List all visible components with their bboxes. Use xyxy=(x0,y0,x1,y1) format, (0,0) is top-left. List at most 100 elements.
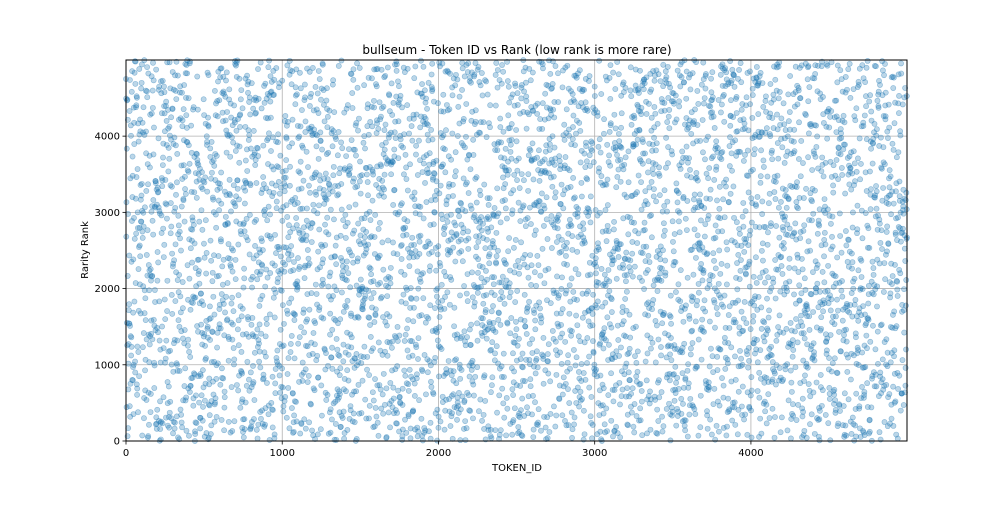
data-point xyxy=(521,89,526,94)
data-point xyxy=(463,419,468,424)
data-point xyxy=(612,112,617,117)
data-point xyxy=(890,141,895,146)
data-point xyxy=(421,216,426,221)
data-point xyxy=(212,163,217,168)
data-point xyxy=(530,141,535,146)
data-point xyxy=(203,356,208,361)
data-point xyxy=(377,280,382,285)
data-point xyxy=(267,312,272,317)
data-point xyxy=(555,226,560,231)
data-point xyxy=(288,341,293,346)
data-point xyxy=(167,156,172,161)
data-point xyxy=(356,315,361,320)
data-point xyxy=(454,381,459,386)
data-point xyxy=(412,393,417,398)
data-point xyxy=(284,415,289,420)
data-point xyxy=(860,286,865,291)
data-point xyxy=(411,305,416,310)
data-point xyxy=(295,285,300,290)
data-point xyxy=(898,408,903,413)
data-point xyxy=(784,289,789,294)
data-point xyxy=(194,195,199,200)
data-point xyxy=(336,192,341,197)
data-point xyxy=(851,149,856,154)
data-point xyxy=(278,254,283,259)
data-point xyxy=(400,402,405,407)
data-point xyxy=(365,193,370,198)
data-point xyxy=(712,125,717,130)
data-point xyxy=(339,140,344,145)
data-point xyxy=(182,327,187,332)
data-point xyxy=(608,96,613,101)
data-point xyxy=(564,262,569,267)
data-point xyxy=(893,189,898,194)
data-point xyxy=(828,332,833,337)
data-point xyxy=(385,353,390,358)
data-point xyxy=(151,197,156,202)
data-point xyxy=(605,202,610,207)
data-point xyxy=(241,435,246,440)
data-point xyxy=(296,341,301,346)
data-point xyxy=(712,177,717,182)
data-point xyxy=(552,115,557,120)
data-point xyxy=(179,412,184,417)
data-point xyxy=(267,437,272,442)
data-point xyxy=(226,241,231,246)
data-point xyxy=(702,205,707,210)
data-point xyxy=(347,171,352,176)
data-point xyxy=(399,105,404,110)
data-point xyxy=(315,432,320,437)
data-point xyxy=(828,438,833,443)
data-point xyxy=(336,129,341,134)
data-point xyxy=(475,338,480,343)
data-point xyxy=(685,368,690,373)
data-point xyxy=(712,325,717,330)
data-point xyxy=(203,175,208,180)
data-point xyxy=(322,119,327,124)
data-point xyxy=(433,355,438,360)
data-point xyxy=(490,238,495,243)
data-point xyxy=(351,77,356,82)
data-point xyxy=(450,131,455,136)
data-point xyxy=(334,336,339,341)
data-point xyxy=(371,172,376,177)
data-point xyxy=(451,369,456,374)
data-point xyxy=(382,128,387,133)
data-point xyxy=(201,241,206,246)
data-point xyxy=(818,372,823,377)
data-point xyxy=(675,68,680,73)
data-point xyxy=(144,188,149,193)
data-point xyxy=(585,108,590,113)
data-point xyxy=(776,96,781,101)
data-point xyxy=(611,70,616,75)
data-point xyxy=(378,114,383,119)
data-point xyxy=(542,281,547,286)
data-point xyxy=(616,254,621,259)
data-point xyxy=(738,268,743,273)
data-point xyxy=(618,345,623,350)
data-point xyxy=(471,152,476,157)
data-point xyxy=(540,246,545,251)
data-point xyxy=(668,438,673,443)
data-point xyxy=(310,221,315,226)
data-point xyxy=(611,399,616,404)
data-point xyxy=(867,99,872,104)
data-point xyxy=(462,398,467,403)
data-point xyxy=(486,216,491,221)
data-point xyxy=(835,255,840,260)
data-point xyxy=(328,430,333,435)
data-point xyxy=(156,136,161,141)
data-point xyxy=(794,417,799,422)
data-point xyxy=(529,282,534,287)
data-point xyxy=(720,229,725,234)
data-point xyxy=(589,148,594,153)
data-point xyxy=(248,146,253,151)
data-point xyxy=(333,136,338,141)
data-point xyxy=(894,155,899,160)
data-point xyxy=(645,351,650,356)
data-point xyxy=(853,335,858,340)
data-point xyxy=(560,392,565,397)
data-point xyxy=(649,87,654,92)
data-point xyxy=(807,85,812,90)
